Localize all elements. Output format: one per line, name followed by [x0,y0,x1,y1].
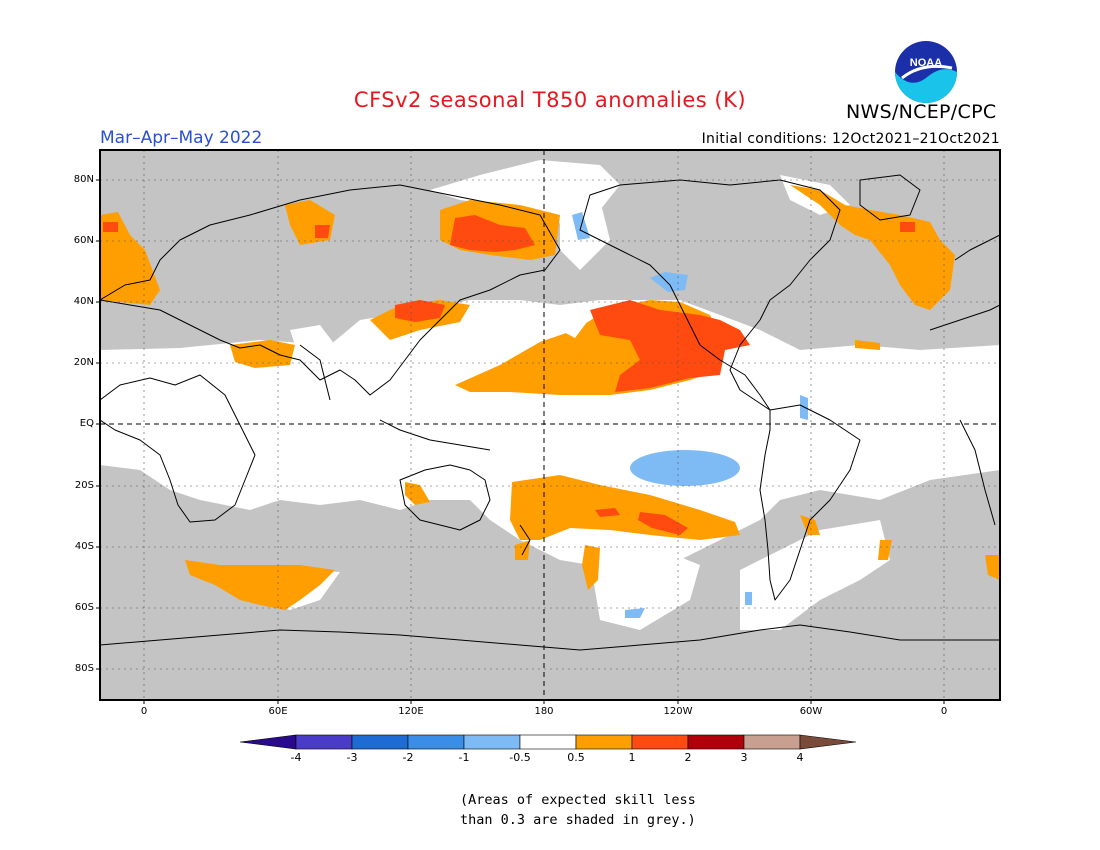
colorbar-segment [519,734,577,750]
colorbar-arrow-high [799,734,857,750]
colorbar-tick-label: -4 [290,751,302,764]
lat-label: EQ [79,418,94,429]
colorbar-segments [239,734,857,750]
lon-label: 180 [534,706,554,717]
colorbar-tick-label: -1 [458,751,470,764]
colorbar-segment [295,734,353,750]
map-title: CFSv2 seasonal T850 anomalies (K) [353,88,747,112]
lat-label: 80S [74,663,94,674]
colorbar-segment [687,734,745,750]
colorbar-segment [575,734,633,750]
colorbar-tick-label: -0.5 [509,751,531,764]
lon-label: 0 [140,706,148,717]
lat-label: 20S [74,480,94,491]
near-normal-regions [100,160,1000,630]
colorbar-tick-label: -3 [346,751,358,764]
noaa-logo-icon: NOAA [895,41,957,103]
lat-label: 80N [73,174,94,185]
agency-label: NWS/NCEP/CPC [846,101,997,123]
svg-text:NOAA: NOAA [910,57,942,69]
footnote-line: than 0.3 are shaded in grey.) [460,812,696,828]
equator-dateline [100,150,1000,700]
colorbar-tick-label: 4 [796,751,804,764]
lon-label: 120W [663,706,693,717]
lon-label: 60W [799,706,823,717]
colorbar-segment [631,734,689,750]
colorbar-segment [463,734,521,750]
season-label: Mar–Apr–May 2022 [100,128,263,148]
warm-anomaly-1-2 [103,215,915,535]
coastlines [100,174,1000,651]
lon-label: 120E [398,706,424,717]
skill-footnote: (Areas of expected skill less than 0.3 a… [460,790,740,830]
lat-label: 60S [74,602,94,613]
lon-label: 60E [268,706,288,717]
lon-label: 0 [940,706,948,717]
map-frame [99,149,1001,701]
initial-conditions-label: Initial conditions: 12Oct2021–21Oct2021 [701,131,1000,147]
lat-label: 40N [73,296,94,307]
gridlines [100,150,1000,700]
colorbar-tick-label: 0.5 [567,751,585,764]
colorbar-segment [407,734,465,750]
footnote-line: (Areas of expected skill less [460,792,696,808]
colorbar-tick-label: 1 [628,751,636,764]
lat-label: 40S [74,541,94,552]
colorbar-tick-label: -2 [402,751,414,764]
colorbar-segment [743,734,801,750]
colorbar-segment [351,734,409,750]
colorbar-tick-label: 2 [684,751,692,764]
lat-label: 60N [73,235,94,246]
lat-label: 20N [73,357,94,368]
colorbar-tick-label: 3 [740,751,748,764]
colorbar-arrow-low [239,734,297,750]
cold-anomaly-neg0p5-1 [572,212,808,618]
